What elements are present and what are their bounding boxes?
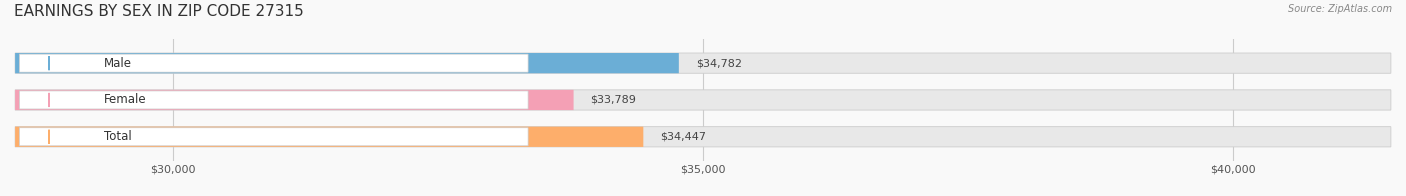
Text: $33,789: $33,789: [591, 95, 637, 105]
FancyBboxPatch shape: [15, 90, 574, 110]
FancyBboxPatch shape: [20, 91, 529, 109]
FancyBboxPatch shape: [15, 127, 644, 147]
Text: Male: Male: [104, 57, 132, 70]
FancyBboxPatch shape: [15, 127, 1391, 147]
FancyBboxPatch shape: [15, 90, 1391, 110]
FancyBboxPatch shape: [20, 54, 529, 72]
Text: Female: Female: [104, 93, 146, 106]
FancyBboxPatch shape: [15, 53, 679, 73]
Text: EARNINGS BY SEX IN ZIP CODE 27315: EARNINGS BY SEX IN ZIP CODE 27315: [14, 4, 304, 19]
Text: $34,782: $34,782: [696, 58, 742, 68]
Text: Total: Total: [104, 130, 132, 143]
Text: Source: ZipAtlas.com: Source: ZipAtlas.com: [1288, 4, 1392, 14]
Text: $34,447: $34,447: [661, 132, 706, 142]
FancyBboxPatch shape: [20, 128, 529, 146]
FancyBboxPatch shape: [15, 53, 1391, 73]
